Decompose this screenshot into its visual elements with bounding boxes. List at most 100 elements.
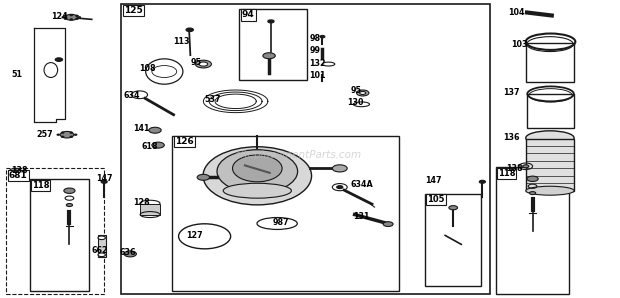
Bar xyxy=(6,168,104,294)
Ellipse shape xyxy=(217,150,298,193)
Text: 136: 136 xyxy=(503,133,520,142)
Circle shape xyxy=(152,142,164,148)
Circle shape xyxy=(64,15,67,16)
Text: 103: 103 xyxy=(512,40,528,49)
Text: 138: 138 xyxy=(11,166,28,175)
Text: 132: 132 xyxy=(309,59,326,68)
Circle shape xyxy=(70,136,73,137)
Circle shape xyxy=(98,236,105,240)
Bar xyxy=(526,139,574,191)
Circle shape xyxy=(195,60,211,68)
Bar xyxy=(172,136,399,291)
Circle shape xyxy=(360,91,366,94)
Text: 104: 104 xyxy=(508,8,525,17)
Bar xyxy=(121,4,490,294)
Text: 126: 126 xyxy=(175,137,194,146)
Circle shape xyxy=(57,134,60,135)
Text: eReplacementParts.com: eReplacementParts.com xyxy=(234,150,361,160)
Bar xyxy=(527,94,574,128)
Text: 125: 125 xyxy=(124,6,143,15)
Circle shape xyxy=(101,180,107,183)
Circle shape xyxy=(449,206,458,210)
Ellipse shape xyxy=(223,183,291,198)
Text: 662: 662 xyxy=(92,246,108,255)
Circle shape xyxy=(78,17,81,18)
Text: 138: 138 xyxy=(507,164,523,173)
Text: 113: 113 xyxy=(174,37,190,46)
Text: 98: 98 xyxy=(310,34,321,43)
Circle shape xyxy=(527,176,538,181)
Circle shape xyxy=(66,204,73,207)
Circle shape xyxy=(12,170,19,173)
Circle shape xyxy=(64,188,75,193)
Text: 94: 94 xyxy=(242,10,255,19)
Bar xyxy=(425,194,481,286)
Circle shape xyxy=(186,28,193,32)
Circle shape xyxy=(76,15,78,16)
Bar xyxy=(526,43,574,82)
Text: 987: 987 xyxy=(273,218,290,227)
Text: 137: 137 xyxy=(503,88,520,97)
Text: 95: 95 xyxy=(350,86,361,95)
Circle shape xyxy=(61,136,64,137)
Ellipse shape xyxy=(232,155,282,182)
Circle shape xyxy=(70,15,73,16)
Circle shape xyxy=(65,14,78,20)
Circle shape xyxy=(64,18,67,19)
Bar xyxy=(140,204,160,215)
Text: 618: 618 xyxy=(141,142,158,150)
Circle shape xyxy=(268,20,274,23)
Bar xyxy=(239,9,307,80)
Text: 634: 634 xyxy=(124,91,141,100)
Text: 51: 51 xyxy=(11,70,22,79)
Circle shape xyxy=(383,222,393,226)
Bar xyxy=(496,167,569,294)
Circle shape xyxy=(70,19,73,20)
Text: 128: 128 xyxy=(133,198,150,207)
Text: 95: 95 xyxy=(191,58,202,67)
Text: 681: 681 xyxy=(9,171,27,180)
Circle shape xyxy=(263,53,275,59)
Ellipse shape xyxy=(203,147,312,205)
Circle shape xyxy=(61,132,64,133)
Text: 147: 147 xyxy=(425,176,441,185)
Circle shape xyxy=(199,62,208,66)
Text: 118: 118 xyxy=(32,181,49,190)
Text: 131: 131 xyxy=(353,212,370,221)
Bar xyxy=(30,179,89,291)
Circle shape xyxy=(356,90,369,96)
Text: 105: 105 xyxy=(427,195,445,204)
Circle shape xyxy=(529,192,536,195)
Text: 537: 537 xyxy=(205,95,221,104)
Circle shape xyxy=(479,180,485,183)
Circle shape xyxy=(55,58,63,61)
Circle shape xyxy=(337,186,343,189)
Text: 127: 127 xyxy=(186,231,203,240)
Circle shape xyxy=(60,131,74,138)
Text: 130: 130 xyxy=(347,98,364,107)
Circle shape xyxy=(74,134,77,135)
Circle shape xyxy=(124,251,136,257)
Text: 257: 257 xyxy=(36,130,53,139)
Circle shape xyxy=(197,174,210,180)
Circle shape xyxy=(332,165,347,172)
Circle shape xyxy=(76,18,78,19)
Circle shape xyxy=(70,132,73,133)
Circle shape xyxy=(523,165,529,168)
Text: 124: 124 xyxy=(51,12,68,21)
Bar xyxy=(98,235,106,257)
Circle shape xyxy=(320,35,325,38)
Ellipse shape xyxy=(526,186,574,195)
Circle shape xyxy=(149,127,161,133)
Text: 101: 101 xyxy=(309,72,326,80)
Text: 118: 118 xyxy=(498,169,515,178)
Text: 147: 147 xyxy=(96,174,113,183)
Text: 634A: 634A xyxy=(350,180,373,189)
Text: 141: 141 xyxy=(133,124,150,133)
Text: 99: 99 xyxy=(310,46,321,55)
Circle shape xyxy=(62,17,64,18)
Circle shape xyxy=(98,253,105,257)
Ellipse shape xyxy=(526,131,574,145)
Text: 108: 108 xyxy=(140,64,156,73)
Text: 636: 636 xyxy=(120,248,136,257)
